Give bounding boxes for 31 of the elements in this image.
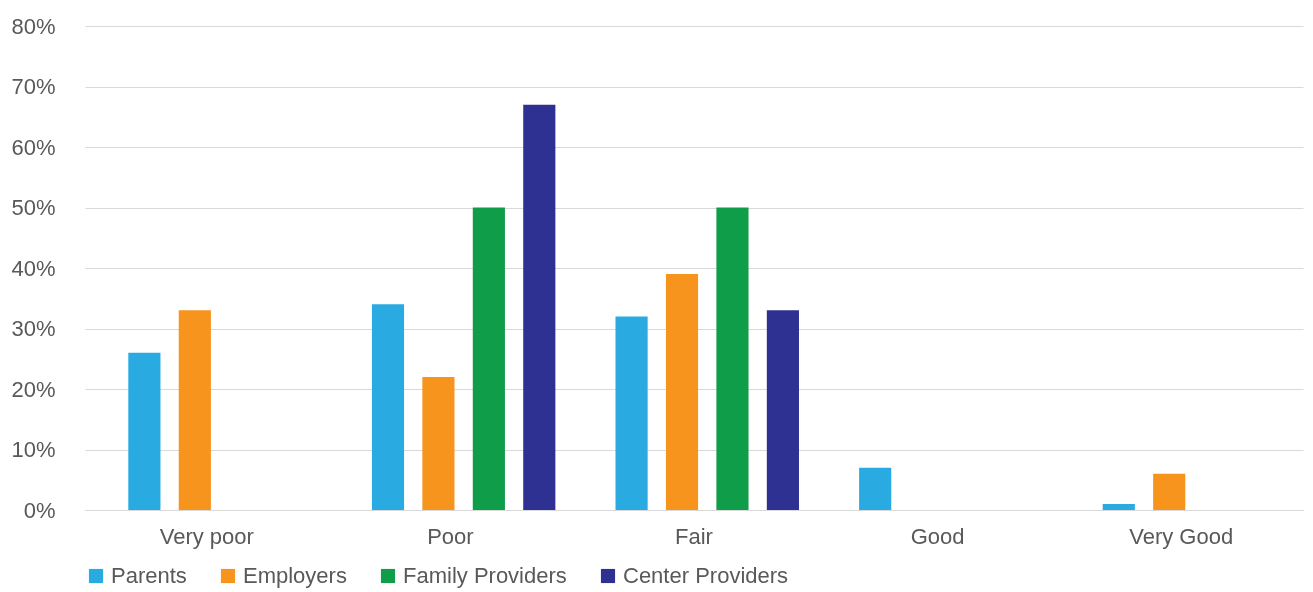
y-tick-label: 30%	[11, 316, 56, 341]
x-tick-label: Very Good	[1129, 523, 1234, 549]
y-tick-label: 0%	[23, 497, 56, 523]
x-tick-label: Good	[910, 523, 965, 549]
legend-label: Employers	[243, 563, 347, 588]
y-tick-label: 80%	[11, 13, 56, 39]
legend-label: Center Providers	[623, 563, 789, 588]
y-tick-label: 60%	[11, 134, 56, 160]
bar	[422, 376, 455, 510]
x-tick-label: Poor	[427, 523, 474, 549]
bar	[716, 207, 749, 510]
bar	[523, 104, 556, 510]
y-tick-label: 40%	[11, 255, 56, 281]
x-tick-label: Fair	[675, 523, 713, 549]
bar	[1102, 503, 1135, 510]
y-tick-label: 50%	[11, 195, 56, 220]
bar	[615, 316, 648, 510]
x-tick-label: Very poor	[159, 523, 254, 549]
bar	[665, 274, 699, 510]
legend-label: Family Providers	[403, 563, 567, 588]
y-tick-label: 20%	[11, 376, 56, 402]
legend-label: Parents	[111, 563, 187, 588]
bar	[1153, 473, 1186, 510]
bar	[472, 207, 505, 510]
bar	[371, 304, 405, 510]
bar	[766, 310, 799, 510]
y-tick-label: 10%	[11, 437, 56, 462]
bar	[178, 310, 211, 510]
bar	[859, 467, 892, 510]
bar	[128, 352, 161, 510]
y-tick-label: 70%	[11, 74, 56, 99]
